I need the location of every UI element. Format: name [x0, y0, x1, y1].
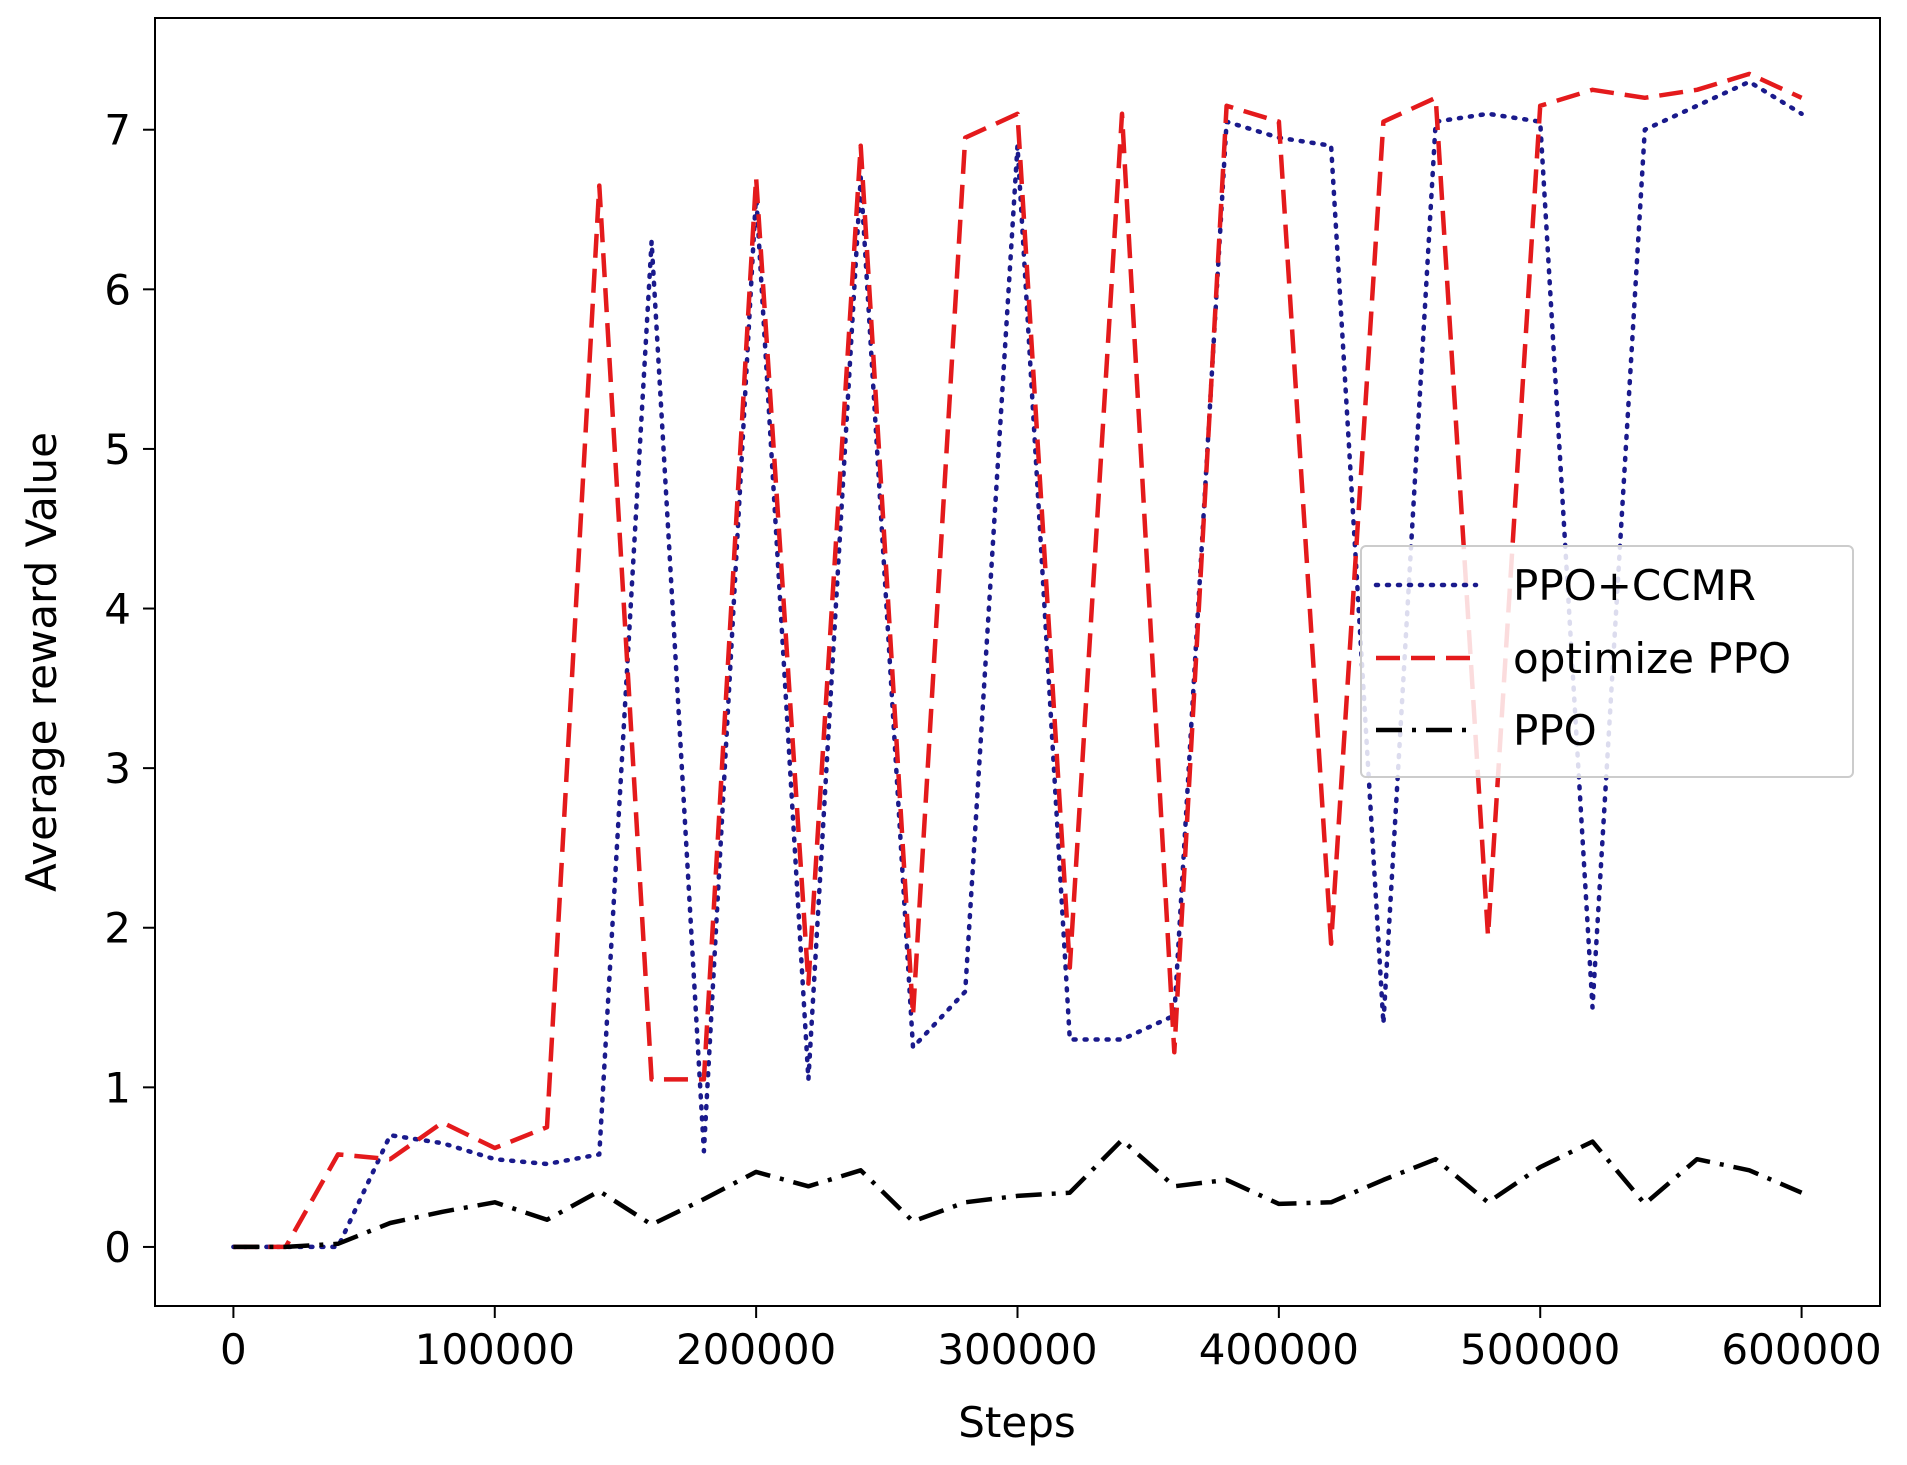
- y-axis-label: Average reward Value: [17, 432, 66, 892]
- y-tick-label: 3: [104, 744, 131, 793]
- y-tick-label: 7: [104, 106, 131, 155]
- legend-label-1: PPO+CCMR: [1513, 561, 1756, 610]
- x-axis: 0 100000 200000 300000 400000 500000 600000: [220, 1306, 1882, 1374]
- y-tick-label: 4: [104, 585, 131, 634]
- series-line-3: [233, 1137, 1803, 1250]
- legend-box: [1360, 545, 1854, 778]
- legend: PPO+CCMR optimize PPO PPO: [1360, 545, 1854, 778]
- y-tick-label: 6: [104, 265, 131, 314]
- y-tick-label: 5: [104, 425, 131, 474]
- x-tick-label: 300000: [937, 1325, 1097, 1374]
- legend-label-2: optimize PPO: [1513, 634, 1791, 683]
- x-tick-label: 100000: [415, 1325, 575, 1374]
- series-line-2: [233, 71, 1803, 1250]
- plot-lines: [231, 71, 1804, 1250]
- x-axis-label: Steps: [958, 1398, 1076, 1447]
- y-tick-label: 1: [104, 1063, 131, 1112]
- x-tick-label: 200000: [676, 1325, 836, 1374]
- x-tick-label: 0: [220, 1325, 247, 1374]
- x-tick-label: 500000: [1460, 1325, 1620, 1374]
- x-tick-label: 400000: [1199, 1325, 1359, 1374]
- y-axis: 0 1 2 3 4 5 6 7: [104, 106, 155, 1272]
- y-tick-label: 2: [104, 904, 131, 953]
- x-tick-label: 600000: [1721, 1325, 1881, 1374]
- y-tick-label: 0: [104, 1223, 131, 1272]
- legend-label-3: PPO: [1513, 706, 1597, 755]
